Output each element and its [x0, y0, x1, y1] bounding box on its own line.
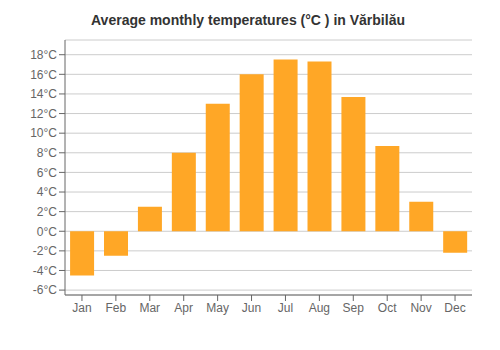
svg-text:Oct: Oct [378, 301, 397, 315]
svg-text:Dec: Dec [444, 301, 465, 315]
svg-text:May: May [206, 301, 229, 315]
svg-text:8°C: 8°C [37, 146, 57, 160]
svg-text:10°C: 10°C [30, 126, 57, 140]
svg-text:Jun: Jun [242, 301, 261, 315]
svg-text:Nov: Nov [410, 301, 431, 315]
svg-text:0°C: 0°C [37, 225, 57, 239]
svg-text:Jul: Jul [278, 301, 293, 315]
svg-text:Jan: Jan [72, 301, 91, 315]
svg-text:2°C: 2°C [37, 205, 57, 219]
svg-text:Mar: Mar [139, 301, 160, 315]
svg-text:Feb: Feb [106, 301, 127, 315]
svg-text:-6°C: -6°C [33, 283, 57, 297]
svg-text:-4°C: -4°C [33, 264, 57, 278]
html-text:Average monthly temperatures (: Average monthly temperatures (°C ) in Vă… [91, 12, 405, 28]
svg-text:Aug: Aug [309, 301, 330, 315]
svg-text:6°C: 6°C [37, 166, 57, 180]
svg-text:Sep: Sep [343, 301, 365, 315]
svg-text:14°C: 14°C [30, 87, 57, 101]
svg-text:-2°C: -2°C [33, 244, 57, 258]
svg-text:12°C: 12°C [30, 107, 57, 121]
svg-text:4°C: 4°C [37, 185, 57, 199]
svg-text:16°C: 16°C [30, 68, 57, 82]
svg-text:Apr: Apr [174, 301, 193, 315]
svg-text:18°C: 18°C [30, 48, 57, 62]
